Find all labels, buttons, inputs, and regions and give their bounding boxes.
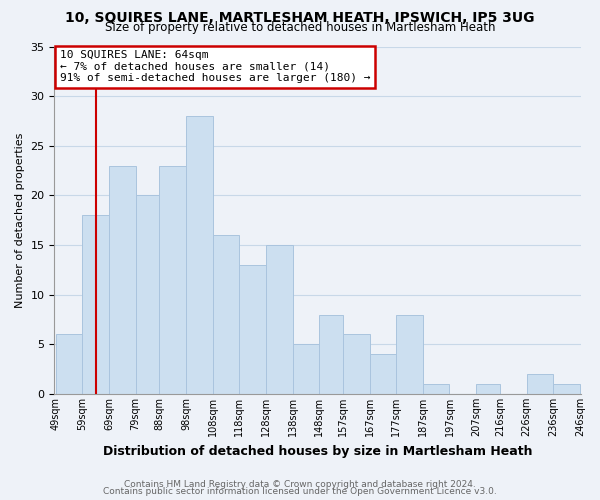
Bar (160, 166, 186, 394)
Text: Size of property relative to detached houses in Martlesham Heath: Size of property relative to detached ho… (105, 21, 495, 34)
Bar (266, 245, 293, 394)
Bar (370, 354, 396, 394)
Bar (396, 314, 423, 394)
Bar (343, 334, 370, 394)
Bar (423, 384, 449, 394)
Text: 10, SQUIRES LANE, MARTLESHAM HEATH, IPSWICH, IP5 3UG: 10, SQUIRES LANE, MARTLESHAM HEATH, IPSW… (65, 11, 535, 25)
Bar (186, 116, 213, 394)
Bar (213, 235, 239, 394)
Bar (293, 344, 319, 394)
Bar (553, 384, 580, 394)
Bar (82, 216, 109, 394)
Bar (239, 265, 266, 394)
Bar (527, 374, 553, 394)
Bar (476, 384, 500, 394)
Text: Contains HM Land Registry data © Crown copyright and database right 2024.: Contains HM Land Registry data © Crown c… (124, 480, 476, 489)
Text: Contains public sector information licensed under the Open Government Licence v3: Contains public sector information licen… (103, 488, 497, 496)
Bar (109, 166, 136, 394)
Bar (136, 196, 160, 394)
Bar (319, 314, 343, 394)
Y-axis label: Number of detached properties: Number of detached properties (15, 132, 25, 308)
Bar (56, 334, 82, 394)
Text: 10 SQUIRES LANE: 64sqm
← 7% of detached houses are smaller (14)
91% of semi-deta: 10 SQUIRES LANE: 64sqm ← 7% of detached … (59, 50, 370, 83)
X-axis label: Distribution of detached houses by size in Martlesham Heath: Distribution of detached houses by size … (103, 444, 533, 458)
